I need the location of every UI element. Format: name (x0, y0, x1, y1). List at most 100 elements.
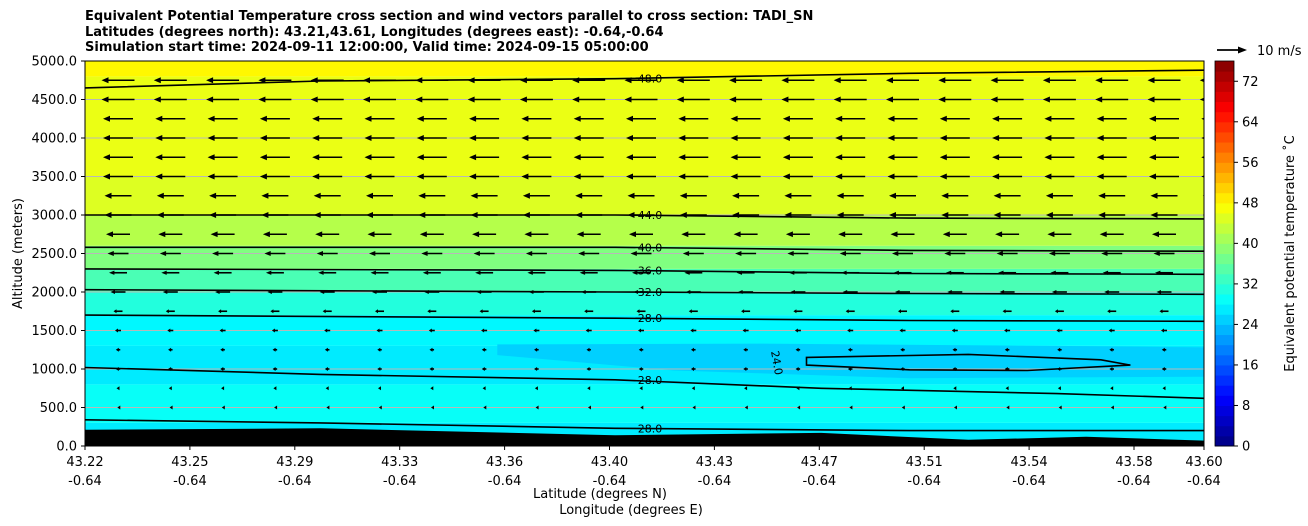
wind-vector-head (841, 270, 847, 275)
wind-vector-head (366, 212, 373, 218)
wind-reference-key: 10 m/s (1217, 44, 1302, 59)
colorbar-segment (1215, 172, 1234, 184)
wind-vector-head (939, 154, 947, 161)
wind-vector-head (1107, 309, 1111, 314)
wind-vector-head (626, 115, 633, 122)
x-tick-label-lat: 43.58 (1115, 455, 1152, 470)
wind-vector-head (364, 135, 372, 141)
colorbar-segment (1215, 273, 1234, 285)
wind-vector-head (735, 251, 742, 256)
wind-vector-head (838, 231, 846, 238)
wind-vector-head (741, 309, 745, 314)
wind-vector-head (1096, 154, 1104, 161)
wind-vector-head (155, 115, 163, 122)
wind-vector-head (116, 386, 120, 391)
wind-vector-head (429, 367, 433, 371)
wind-vector-head (521, 135, 529, 141)
wind-vector-head (168, 367, 172, 371)
wind-vectors (101, 77, 1204, 410)
wind-vector-head (153, 77, 161, 84)
wind-vector-head (1098, 192, 1106, 199)
wind-vector-head (626, 135, 633, 141)
wind-vector-head (416, 154, 424, 161)
wind-vector-head (319, 290, 325, 294)
wind-vector-head (581, 290, 586, 294)
wind-vector-head (103, 154, 110, 161)
wind-vector-head (688, 309, 692, 314)
wind-vector-head (941, 212, 949, 218)
wind-vector-head (324, 367, 328, 371)
wind-vector-head (155, 154, 163, 161)
colorbar-segment (1215, 253, 1234, 265)
wind-vector-head (584, 309, 588, 314)
wind-vector-head (797, 405, 801, 410)
contour-line (85, 419, 1204, 432)
wind-vector-head (103, 173, 110, 180)
wind-vector-head (836, 212, 844, 218)
wind-vector-head (1149, 135, 1156, 141)
wind-vector-head (1147, 77, 1155, 84)
wind-vector-head (1199, 78, 1204, 83)
wind-vector-head (1096, 173, 1104, 180)
wind-vector-head (572, 77, 580, 84)
colorbar-segment (1215, 375, 1234, 386)
wind-vector-head (531, 309, 535, 314)
wind-vector-head (416, 173, 424, 180)
wind-vector-head (1149, 115, 1156, 122)
wind-vector-head (325, 386, 329, 391)
wind-vector-head (573, 154, 581, 161)
wind-vector-head (375, 309, 378, 314)
colorbar-segment (1215, 142, 1234, 153)
wind-vector-head (900, 347, 904, 352)
reference-arrow-label: 10 m/s (1257, 44, 1302, 59)
colorbar-segment (1215, 192, 1234, 204)
wind-vector-head (162, 290, 168, 294)
wind-vector-head (1102, 270, 1109, 275)
y-tick-label: 2000.0 (32, 286, 78, 301)
wind-vector-head (1057, 386, 1061, 391)
colorbar-segment (1215, 243, 1234, 254)
filled-band (85, 268, 1204, 292)
wind-vector-head (1002, 309, 1006, 314)
wind-vector-head (782, 154, 790, 161)
wind-vector-head (1199, 97, 1204, 102)
wind-vector-head (213, 270, 219, 275)
wind-vector-head (624, 77, 632, 84)
colorbar-segment (1215, 364, 1234, 376)
wind-vector-head (691, 386, 695, 391)
wind-vector-head (835, 154, 843, 161)
wind-vector-head (481, 328, 485, 333)
wind-vector-head (421, 251, 428, 256)
wind-vector-head (1058, 405, 1062, 410)
wind-vector-head (262, 231, 270, 238)
wind-vector-head (430, 386, 434, 391)
wind-vector-head (521, 115, 529, 122)
wind-vector-head (795, 347, 799, 352)
wind-vector-head (363, 77, 370, 84)
wind-vector-head (104, 212, 112, 218)
wind-vector-head (1057, 367, 1061, 371)
wind-vector-head (795, 367, 799, 371)
wind-vector-head (261, 212, 269, 218)
wind-vector-head (691, 367, 694, 371)
wind-vector-head (990, 96, 998, 103)
x-tick-label-lon: -0.64 (1012, 474, 1046, 489)
wind-vector-head (210, 231, 218, 238)
wind-vector-head (522, 212, 530, 218)
y-tick-label: 2500.0 (32, 247, 78, 262)
wind-vector-head (586, 367, 590, 371)
wind-vector-head (939, 135, 947, 141)
wind-vector-head (528, 290, 534, 294)
wind-vector-head (1104, 290, 1109, 294)
colorbar-label: Equivalent potential temperature ˚C (1282, 135, 1298, 371)
wind-vector-head (1201, 156, 1204, 159)
wind-vector-head (996, 251, 1003, 256)
wind-vector-head (1050, 270, 1056, 275)
wind-vector-head (1044, 135, 1052, 141)
wind-vector-head (115, 347, 119, 352)
wind-vector-head (324, 347, 328, 352)
x-tick-label-lon: -0.64 (173, 474, 207, 489)
wind-vector-head (313, 192, 321, 199)
wind-vector-head (259, 135, 267, 141)
